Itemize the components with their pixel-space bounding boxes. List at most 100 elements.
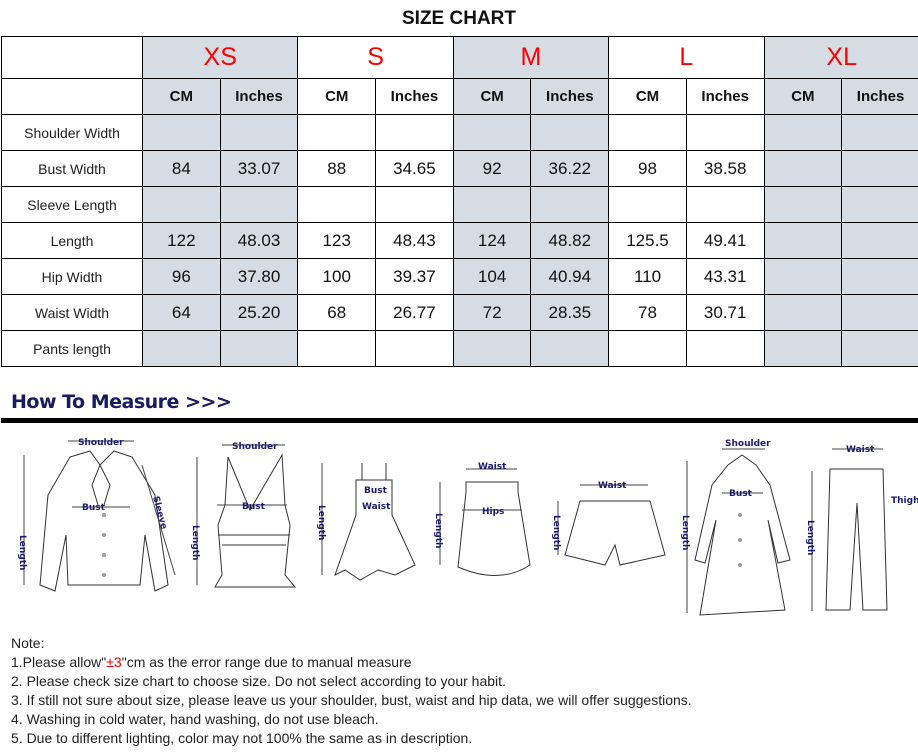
note-1: 1.Please allow"±3"cm as the error range … — [11, 653, 692, 672]
value-cell — [763, 330, 843, 367]
value-cell: 98 — [608, 150, 687, 187]
size-header-xl: XL — [763, 36, 918, 79]
measurement-diagrams: Shoulder Bust Length Sleeve Shoulder Bus… — [17, 438, 918, 616]
value-cell — [841, 258, 918, 295]
value-cell — [841, 186, 918, 223]
skirt-label-hips: Hips — [482, 507, 504, 517]
dress-diagram: Bust Waist Length — [316, 463, 416, 581]
shorts-diagram: Waist Length — [551, 481, 666, 566]
note-1-text: 1.Please allow" — [11, 654, 107, 670]
value-cell — [763, 186, 843, 223]
value-cell — [297, 186, 377, 223]
value-cell: 88 — [297, 150, 377, 187]
unit-header: CM — [763, 78, 843, 115]
notes-heading: Note: — [11, 635, 45, 651]
value-cell: 78 — [608, 294, 687, 331]
value-cell — [685, 186, 765, 223]
pants-label-thigh: Thigh — [891, 496, 918, 506]
shirt-label-sleeve: Sleeve — [150, 495, 168, 530]
value-cell: 40.94 — [530, 258, 610, 295]
tank-diagram: Shoulder Bust Length — [190, 442, 297, 588]
table-row: Pants length — [1, 330, 918, 367]
table-row: Length 122 48.03 123 48.43 124 48.82 125.5 49.41 — [1, 222, 918, 259]
row-label: Waist Width — [1, 294, 143, 331]
value-cell — [841, 114, 918, 151]
unit-header: Inches — [375, 78, 454, 115]
shirt-label-shoulder: Shoulder — [78, 438, 124, 448]
row-label: Pants length — [1, 330, 143, 367]
value-cell — [452, 330, 532, 367]
size-header-xs: XS — [141, 36, 299, 79]
value-cell — [763, 258, 843, 295]
table-row: Shoulder Width — [1, 114, 918, 151]
value-cell: 72 — [452, 294, 532, 331]
value-cell — [763, 114, 843, 151]
corner-cell — [1, 36, 143, 79]
value-cell — [530, 114, 610, 151]
value-cell: 48.43 — [375, 222, 454, 259]
value-cell: 49.41 — [685, 222, 765, 259]
value-cell — [841, 294, 918, 331]
dress-label-length: Length — [316, 505, 326, 540]
skirt-label-length: Length — [433, 513, 443, 548]
value-cell — [685, 114, 765, 151]
table-row: Bust Width 84 33.07 88 34.65 92 36.22 98 38.58 — [1, 150, 918, 187]
value-cell: 30.71 — [685, 294, 765, 331]
note-2: 2. Please check size chart to choose siz… — [11, 673, 506, 689]
value-cell: 92 — [452, 150, 532, 187]
row-label: Shoulder Width — [1, 114, 143, 151]
value-cell: 124 — [452, 222, 532, 259]
table-row: Hip Width 96 37.80 100 39.37 104 40.94 110 43.31 — [1, 258, 918, 295]
shorts-label-waist: Waist — [598, 481, 627, 491]
value-cell: 38.58 — [685, 150, 765, 187]
size-chart-table: XS S M L XL CM Inches CM Inches CM Inches CM Inches C… — [1, 36, 918, 367]
value-cell — [608, 186, 687, 223]
value-cell — [375, 114, 454, 151]
value-cell: 25.20 — [219, 294, 299, 331]
skirt-label-waist: Waist — [478, 462, 507, 472]
tank-label-bust: Bust — [242, 502, 266, 512]
value-cell — [530, 186, 610, 223]
size-header-s: S — [297, 36, 454, 79]
pants-label-length: Length — [805, 520, 815, 555]
value-cell: 64 — [142, 294, 221, 331]
shirt-label-length: Length — [17, 535, 27, 570]
value-cell: 33.07 — [219, 150, 299, 187]
coat-label-length: Length — [680, 515, 690, 550]
value-cell — [841, 222, 918, 259]
value-cell: 34.65 — [375, 150, 454, 187]
notes: Note: 1.Please allow"±3"cm as the error … — [11, 634, 692, 748]
value-cell: 122 — [142, 222, 221, 259]
value-cell — [142, 330, 221, 367]
divider — [1, 418, 918, 423]
note-1-tolerance: ±3 — [106, 654, 122, 670]
value-cell: 48.82 — [530, 222, 610, 259]
value-cell — [219, 114, 299, 151]
unit-header: CM — [142, 78, 221, 115]
table-row: Sleeve Length — [1, 186, 918, 223]
value-cell — [841, 330, 918, 367]
value-cell — [297, 330, 377, 367]
value-cell — [142, 186, 221, 223]
note-5: 5. Due to different lighting, color may … — [11, 730, 473, 746]
size-header-m: M — [452, 36, 610, 79]
unit-header: CM — [608, 78, 687, 115]
value-cell: 96 — [142, 258, 221, 295]
value-cell: 100 — [297, 258, 377, 295]
row-label: Sleeve Length — [1, 186, 143, 223]
value-cell: 84 — [142, 150, 221, 187]
value-cell: 110 — [608, 258, 687, 295]
value-cell: 68 — [297, 294, 377, 331]
value-cell — [452, 114, 532, 151]
value-cell — [763, 222, 843, 259]
value-cell — [452, 186, 532, 223]
value-cell: 36.22 — [530, 150, 610, 187]
tank-label-length: Length — [190, 525, 200, 560]
value-cell: 28.35 — [530, 294, 610, 331]
unit-header: Inches — [841, 78, 918, 115]
value-cell — [608, 114, 687, 151]
value-cell: 125.5 — [608, 222, 687, 259]
value-cell — [142, 114, 221, 151]
tank-label-shoulder: Shoulder — [232, 442, 278, 452]
unit-header: CM — [452, 78, 532, 115]
